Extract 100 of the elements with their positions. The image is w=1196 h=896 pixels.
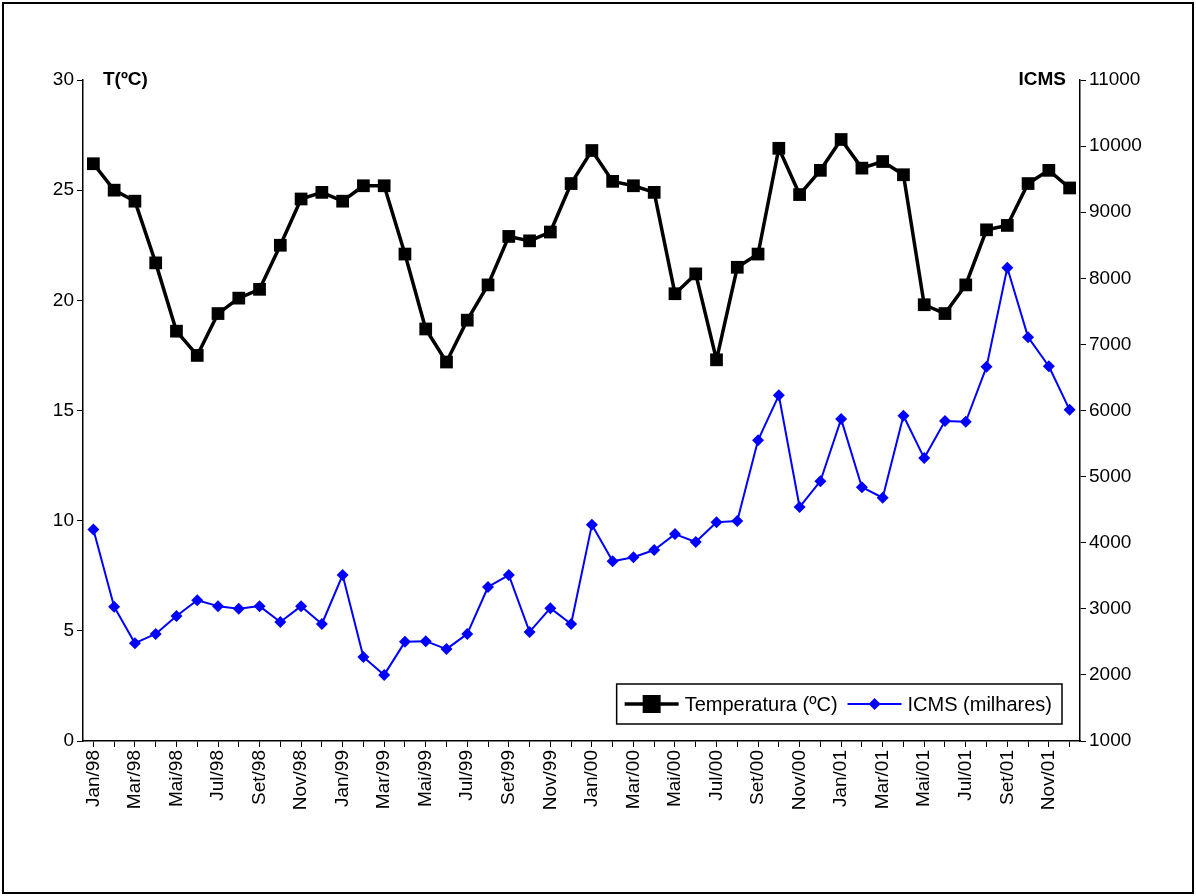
point bbox=[482, 580, 495, 593]
x-tick-label: Set/98 bbox=[247, 750, 269, 805]
point bbox=[419, 635, 432, 648]
point bbox=[565, 618, 578, 630]
point bbox=[502, 230, 516, 243]
x-tick-label: Mar/01 bbox=[870, 750, 892, 810]
point bbox=[834, 133, 848, 146]
point bbox=[793, 501, 806, 514]
x-tick-label: Nov/98 bbox=[289, 750, 311, 811]
point bbox=[668, 528, 681, 541]
y2-tick-label: 3000 bbox=[1089, 597, 1132, 619]
point bbox=[938, 415, 951, 428]
point bbox=[107, 183, 121, 197]
point bbox=[440, 643, 453, 656]
y-tick-label: 0 bbox=[63, 729, 74, 751]
point bbox=[959, 278, 973, 292]
x-tick-label: Jan/00 bbox=[580, 750, 602, 808]
x-tick-label: Nov/99 bbox=[538, 750, 560, 811]
point bbox=[752, 434, 765, 447]
y2-tick-label: 2000 bbox=[1089, 663, 1132, 685]
point bbox=[357, 651, 370, 664]
point bbox=[461, 627, 474, 640]
y2-tick-label: 9000 bbox=[1089, 200, 1132, 222]
point bbox=[108, 600, 121, 613]
point bbox=[149, 627, 162, 640]
point bbox=[585, 518, 598, 531]
point bbox=[855, 481, 868, 494]
point bbox=[897, 168, 910, 182]
point bbox=[398, 635, 411, 648]
x-tick-label: Mar/98 bbox=[123, 750, 145, 810]
y2-tick-label: 10000 bbox=[1089, 134, 1142, 156]
y-tick-label: 10 bbox=[52, 508, 74, 530]
point bbox=[1000, 219, 1014, 232]
point bbox=[627, 179, 640, 193]
point bbox=[1042, 163, 1056, 177]
point bbox=[315, 186, 329, 199]
point bbox=[460, 313, 474, 327]
legend-label: Temperatura (ºC) bbox=[684, 692, 838, 715]
y2-tick-label: 1000 bbox=[1089, 729, 1132, 751]
point bbox=[378, 668, 391, 681]
point bbox=[814, 475, 827, 488]
point bbox=[627, 551, 640, 564]
point bbox=[980, 360, 993, 373]
x-tick-label: Jan/99 bbox=[330, 750, 352, 808]
point bbox=[918, 452, 931, 465]
point bbox=[377, 179, 391, 193]
y-tick-label: 30 bbox=[52, 68, 74, 90]
point bbox=[793, 188, 806, 201]
point bbox=[1042, 360, 1055, 373]
point bbox=[876, 155, 890, 168]
point bbox=[336, 569, 349, 582]
point bbox=[544, 602, 557, 615]
point bbox=[647, 186, 661, 199]
point bbox=[606, 555, 619, 568]
point bbox=[876, 491, 889, 504]
point bbox=[585, 144, 599, 157]
point bbox=[440, 355, 453, 369]
point bbox=[959, 415, 972, 428]
point bbox=[710, 353, 723, 367]
point bbox=[336, 194, 349, 208]
point bbox=[191, 594, 204, 607]
point bbox=[419, 322, 433, 336]
x-tick-label: Jul/98 bbox=[206, 750, 228, 801]
point bbox=[232, 602, 245, 615]
point bbox=[648, 543, 661, 556]
point bbox=[1022, 331, 1035, 344]
point bbox=[1063, 181, 1076, 195]
point bbox=[212, 600, 225, 613]
point bbox=[523, 234, 536, 248]
point bbox=[710, 516, 723, 529]
point bbox=[543, 225, 557, 239]
point bbox=[253, 600, 266, 613]
point bbox=[731, 514, 744, 527]
point bbox=[938, 307, 952, 320]
point bbox=[1063, 403, 1076, 416]
point bbox=[274, 616, 287, 629]
point bbox=[689, 267, 703, 281]
point bbox=[273, 238, 287, 252]
point bbox=[211, 307, 225, 320]
point bbox=[128, 637, 141, 650]
point bbox=[1021, 177, 1035, 190]
point bbox=[772, 389, 785, 402]
point bbox=[149, 256, 163, 270]
x-tick-label: Set/99 bbox=[497, 750, 519, 805]
point bbox=[668, 287, 682, 301]
x-tick-label: Set/01 bbox=[995, 750, 1017, 805]
y-tick-label: 15 bbox=[52, 398, 74, 420]
x-tick-label: Mar/99 bbox=[372, 750, 394, 810]
point bbox=[730, 260, 744, 274]
x-tick-label: Mai/99 bbox=[413, 750, 435, 808]
x-tick-label: Mai/00 bbox=[663, 750, 685, 808]
y2-tick-label: 6000 bbox=[1089, 398, 1132, 420]
point bbox=[190, 349, 204, 362]
point bbox=[170, 610, 183, 623]
point bbox=[523, 625, 536, 638]
y2-tick-label: 8000 bbox=[1089, 266, 1132, 288]
point bbox=[897, 409, 910, 422]
y2-tick-label: 4000 bbox=[1089, 530, 1132, 552]
point bbox=[87, 523, 100, 536]
point bbox=[357, 179, 370, 193]
